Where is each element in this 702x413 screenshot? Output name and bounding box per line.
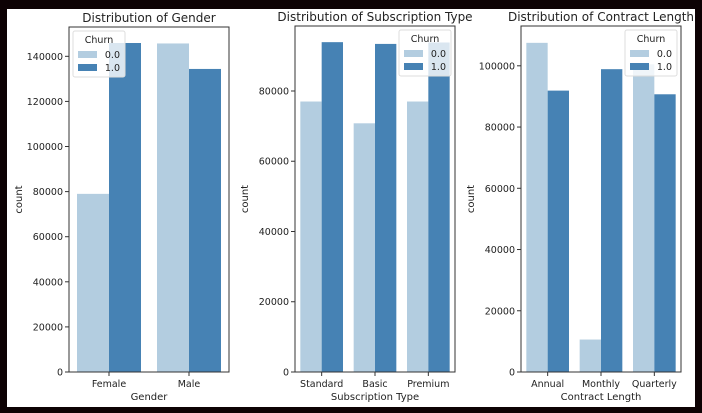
bar-monthly-churn-1-0	[601, 69, 623, 372]
bar-female-churn-0-0	[77, 193, 109, 372]
bar-premium-churn-0-0	[407, 101, 429, 373]
legend-swatch-1-0	[78, 64, 97, 71]
y-tick-label: 80000	[485, 123, 515, 134]
legend-title: Churn	[637, 34, 665, 45]
y-tick-label: 140000	[27, 52, 63, 63]
legend-entry-label: 1.0	[105, 63, 120, 74]
legend-swatch-1-0	[630, 63, 649, 70]
y-tick-label: 40000	[33, 277, 63, 288]
legend-entry-label: 1.0	[431, 62, 446, 73]
chart-title: Distribution of Subscription Type	[277, 10, 472, 24]
legend-swatch-0-0	[404, 50, 423, 57]
x-axis-label: Subscription Type	[331, 392, 419, 403]
x-axis-label: Contract Length	[561, 392, 642, 403]
legend-entry-label: 1.0	[657, 62, 672, 73]
bar-premium-churn-1-0	[428, 42, 450, 372]
y-tick-label: 0	[283, 368, 289, 379]
y-tick-label: 60000	[485, 184, 515, 195]
legend-swatch-0-0	[78, 51, 97, 58]
y-tick-label: 100000	[479, 61, 515, 72]
y-tick-label: 80000	[259, 86, 289, 97]
x-tick-label: Premium	[407, 379, 449, 390]
legend-title: Churn	[411, 34, 439, 45]
y-tick-label: 80000	[33, 187, 63, 198]
y-tick-label: 0	[509, 368, 515, 379]
bar-annual-churn-0-0	[526, 42, 548, 373]
x-tick-label: Basic	[362, 379, 387, 390]
figure-canvas: 0 20000 40000 60000 80000 100000 120000 140000 F…	[7, 9, 695, 407]
x-tick-label: Monthly	[582, 379, 620, 390]
y-tick-label: 20000	[259, 297, 289, 308]
y-tick-label: 120000	[27, 97, 63, 108]
y-tick-label: 60000	[33, 232, 63, 243]
bar-female-churn-1-0	[109, 43, 141, 373]
chart-title: Distribution of Contract Length	[508, 10, 694, 24]
y-tick-label: 60000	[259, 157, 289, 168]
axes-frame	[68, 26, 230, 373]
legend-entry-label: 0.0	[105, 50, 120, 61]
bar-basic-churn-1-0	[375, 43, 397, 372]
x-tick-label: Standard	[300, 379, 343, 390]
y-tick-label: 40000	[485, 245, 515, 256]
x-tick-label: Quarterly	[632, 379, 677, 390]
legend-entry-label: 0.0	[431, 49, 446, 60]
legend-swatch-1-0	[404, 63, 423, 70]
x-axis-label: Gender	[131, 392, 169, 403]
y-axis-label: count	[240, 185, 251, 213]
y-tick-label: 40000	[259, 227, 289, 238]
figure-svg: 0 20000 40000 60000 80000 100000 120000 140000 F…	[14, 10, 694, 403]
y-axis-label: count	[14, 185, 25, 213]
bar-annual-churn-1-0	[547, 90, 569, 372]
chart-title: Distribution of Gender	[82, 11, 215, 25]
legend-entry-label: 0.0	[657, 49, 672, 60]
bar-standard-churn-0-0	[300, 101, 322, 373]
legend-title: Churn	[85, 35, 113, 46]
bar-quarterly-churn-1-0	[654, 94, 676, 372]
x-tick-label: Annual	[531, 379, 564, 390]
y-tick-label: 0	[57, 368, 63, 379]
x-tick-label: Male	[178, 379, 201, 390]
y-tick-label: 20000	[485, 306, 515, 317]
y-tick-label: 100000	[27, 142, 63, 153]
legend-swatch-0-0	[630, 50, 649, 57]
y-tick-label: 20000	[33, 322, 63, 333]
bar-monthly-churn-0-0	[579, 339, 601, 372]
bar-standard-churn-1-0	[321, 42, 343, 372]
bar-male-churn-0-0	[157, 43, 189, 372]
bar-male-churn-1-0	[189, 68, 221, 373]
y-axis-label: count	[466, 185, 477, 213]
bar-basic-churn-0-0	[353, 123, 375, 373]
bar-quarterly-churn-0-0	[633, 64, 655, 372]
x-tick-label: Female	[92, 379, 127, 390]
